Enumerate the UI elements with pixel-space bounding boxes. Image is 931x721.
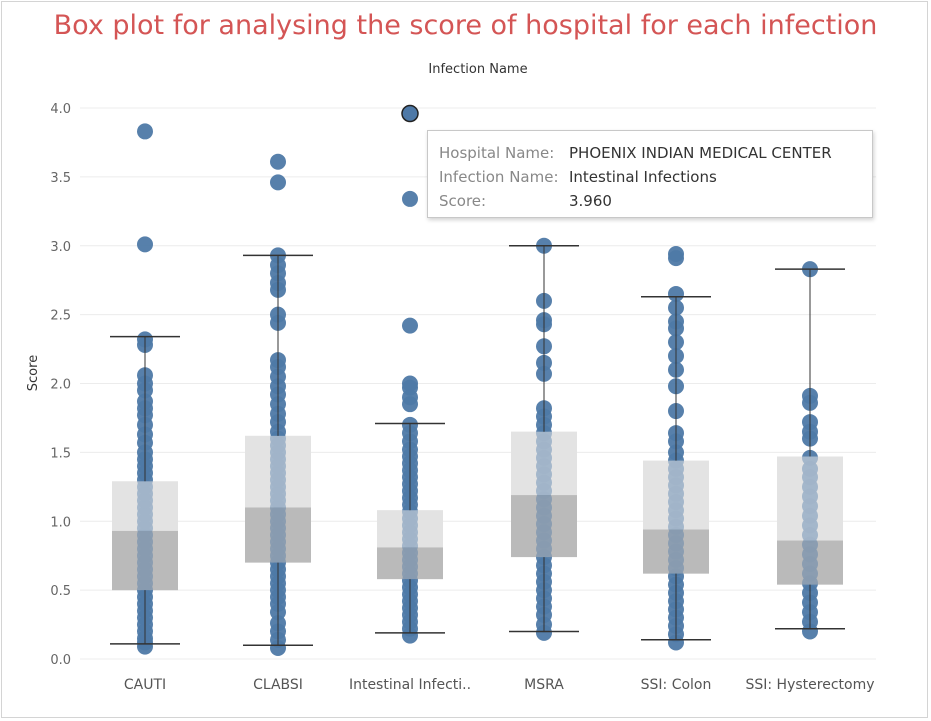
tooltip-infection-label: Infection Name: [439,168,559,186]
y-tick-label: 0.5 [50,584,71,599]
box-lower-overlay [643,529,709,574]
data-point[interactable] [270,174,286,191]
y-tick-label: 1.0 [50,515,71,530]
box-lower-overlay [377,547,443,580]
data-point[interactable] [402,317,418,334]
category-label: MSRA [524,677,564,693]
box-upper-overlay [777,456,843,541]
y-axis-title: Score [26,355,41,391]
tooltip-hospital-value: PHOENIX INDIAN MEDICAL CENTER [569,144,832,162]
x-axis-title: Infection Name [428,62,527,77]
highlighted-data-point[interactable] [401,104,419,123]
data-point[interactable] [668,246,684,263]
tooltip-row-hospital: Hospital Name: [439,144,554,162]
y-tick-label: 4.0 [50,102,71,117]
data-point[interactable] [137,236,153,253]
y-tick-label: 2.0 [50,378,71,393]
y-tick-label: 3.5 [50,171,71,186]
y-tick-label: 0.0 [50,653,71,668]
tooltip-score-value: 3.960 [569,192,612,210]
chart-title: Box plot for analysing the score of hosp… [53,10,878,41]
tooltip-score-label: Score: [439,192,487,210]
y-tick-label: 1.5 [50,446,71,461]
box-lower-overlay [777,540,843,585]
tooltip-infection-value: Intestinal Infections [569,168,717,186]
box-upper-overlay [377,510,443,548]
box-upper-overlay [511,431,577,496]
y-tick-label: 3.0 [50,240,71,255]
tooltip-row-score: Score: [439,192,486,210]
data-point[interactable] [137,123,153,140]
data-point[interactable] [668,285,684,302]
box-lower-overlay [245,507,311,563]
tooltip-row-infection: Infection Name: [439,168,559,186]
data-point[interactable] [402,375,418,392]
box-lower-overlay [511,495,577,558]
category-label: Intestinal Infecti.. [349,677,471,693]
tooltip-hospital-label: Hospital Name: [439,144,555,162]
y-tick-label: 2.5 [50,309,71,324]
box-upper-overlay [245,435,311,508]
hover-tooltip: Hospital Name: PHOENIX INDIAN MEDICAL CE… [427,130,873,218]
box-upper-overlay [643,460,709,530]
category-label: CLABSI [253,677,303,693]
category-label: CAUTI [124,677,166,693]
data-point[interactable] [402,190,418,207]
category-label: SSI: Colon [641,677,712,693]
box-lower-overlay [112,530,178,591]
category-label: SSI: Hysterectomy [745,677,874,693]
box-upper-overlay [112,481,178,531]
data-point[interactable] [270,153,286,170]
